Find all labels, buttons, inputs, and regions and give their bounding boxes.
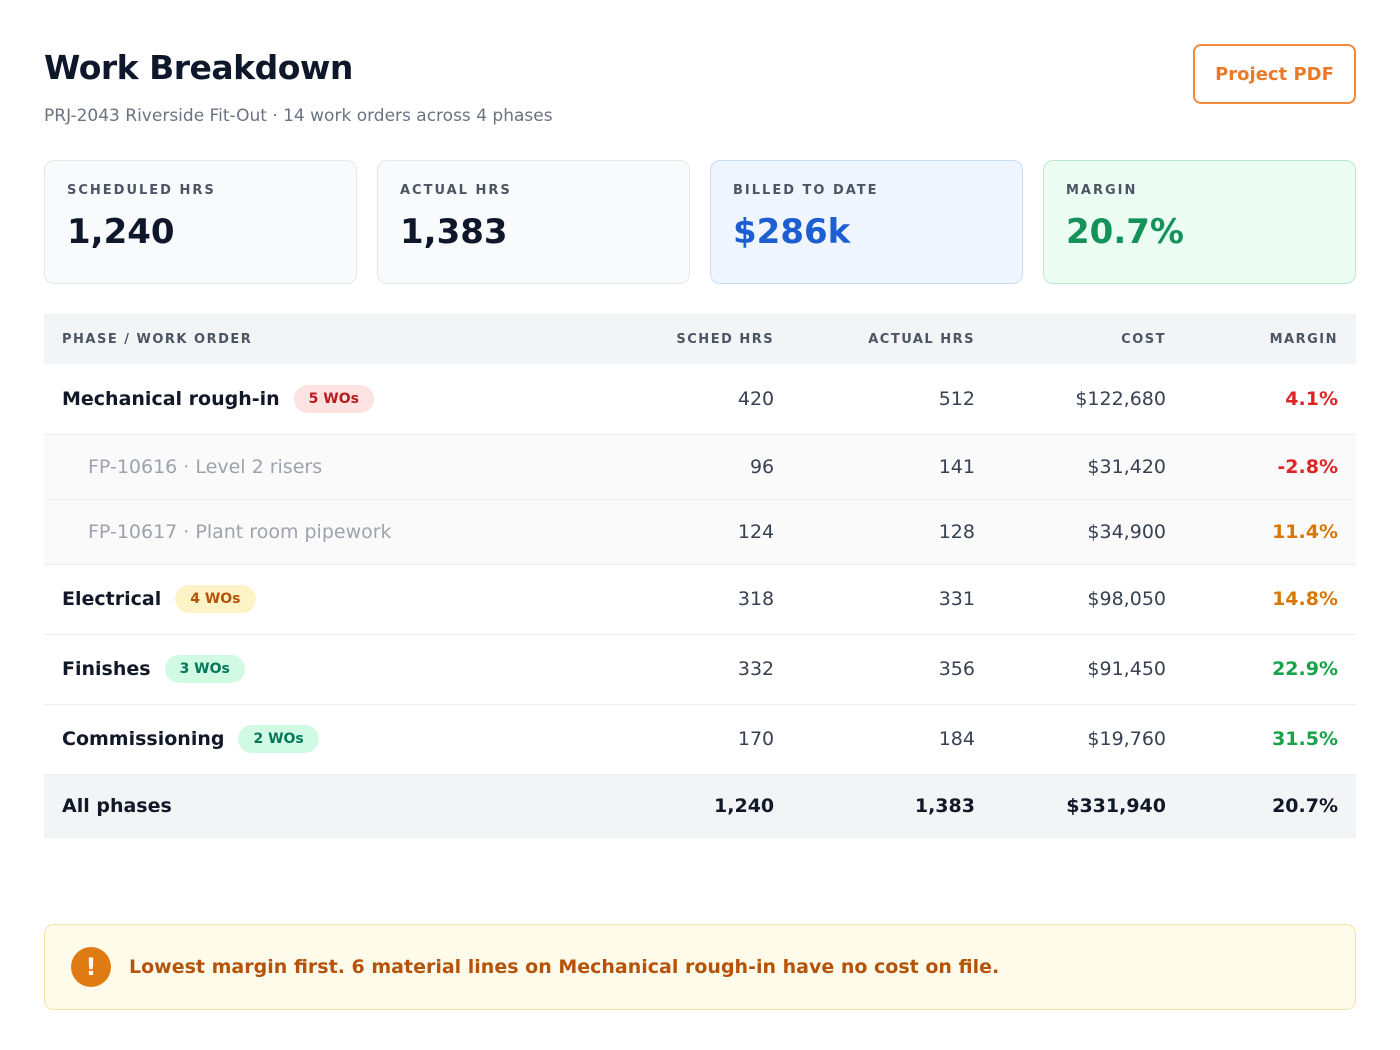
- phase-name: Finishes: [62, 658, 151, 680]
- card-value: 1,240: [67, 212, 175, 252]
- sched-hrs-cell: 170: [604, 704, 793, 775]
- card-label: SCHEDULED HRS: [67, 183, 216, 198]
- cost-cell: $34,900: [992, 499, 1184, 565]
- actual-hrs-cell: 331: [792, 564, 993, 635]
- table-row-work-order[interactable]: FP-10616 · Level 2 risers 96 141 $31,420…: [44, 434, 1356, 500]
- card-label: BILLED TO DATE: [733, 183, 879, 198]
- phase-cell: Electrical 4 WOs: [44, 564, 604, 635]
- column-header-phase[interactable]: PHASE / WORK ORDER: [62, 331, 253, 347]
- card-scheduled-hrs: SCHEDULED HRS 1,240: [44, 160, 357, 284]
- card-margin: MARGIN 20.7%: [1043, 160, 1356, 284]
- cost-cell: $122,680: [992, 364, 1184, 435]
- cost-cell: $98,050: [992, 564, 1184, 635]
- column-header-margin[interactable]: MARGIN: [1269, 331, 1338, 347]
- margin-alert-banner: ! Lowest margin first. 6 material lines …: [44, 924, 1356, 1010]
- margin-cell: 14.8%: [1184, 564, 1356, 635]
- phase-cell: Commissioning 2 WOs: [44, 704, 604, 775]
- wo-count-badge: 4 WOs: [175, 585, 256, 613]
- table-row-work-order[interactable]: FP-10617 · Plant room pipework 124 128 $…: [44, 499, 1356, 565]
- work-breakdown-table: PHASE / WORK ORDER SCHED HRS ACTUAL HRS …: [44, 314, 1356, 838]
- total-label: All phases: [62, 795, 172, 818]
- actual-hrs-cell: 356: [792, 634, 993, 705]
- page-subtitle: PRJ-2043 Riverside Fit-Out · 14 work ord…: [44, 106, 553, 126]
- cost-cell: $19,760: [992, 704, 1184, 775]
- phase-name: Electrical: [62, 588, 162, 610]
- phase-cell: Finishes 3 WOs: [44, 634, 604, 705]
- table-header-row: PHASE / WORK ORDER SCHED HRS ACTUAL HRS …: [44, 314, 1356, 364]
- column-header-sched-hrs[interactable]: SCHED HRS: [676, 331, 775, 347]
- project-pdf-button[interactable]: Project PDF: [1193, 44, 1356, 104]
- page-title: Work Breakdown: [44, 48, 353, 87]
- header: Work Breakdown PRJ-2043 Riverside Fit-Ou…: [44, 44, 1356, 160]
- phase-cell: Mechanical rough-in 5 WOs: [44, 364, 604, 435]
- summary-cards: SCHEDULED HRS 1,240 ACTUAL HRS 1,383 BIL…: [44, 160, 1356, 284]
- total-margin: 20.7%: [1272, 795, 1338, 818]
- card-label: MARGIN: [1066, 183, 1138, 198]
- work-order-name: FP-10617 · Plant room pipework: [44, 499, 604, 565]
- total-sched-hrs: 1,240: [714, 795, 775, 818]
- wo-count-badge: 5 WOs: [293, 384, 374, 413]
- card-billed-to-date: BILLED TO DATE $286k: [710, 160, 1023, 284]
- table-row-phase[interactable]: Commissioning 2 WOs 170 184 $19,760 31.5%: [44, 704, 1356, 775]
- wo-count-badge: 3 WOs: [164, 655, 245, 683]
- warning-icon: !: [71, 947, 111, 987]
- column-header-cost[interactable]: COST: [1121, 331, 1166, 347]
- table-row-total: All phases 1,240 1,383 $331,940 20.7%: [44, 774, 1356, 838]
- cost-cell: $91,450: [992, 634, 1184, 705]
- card-value: 20.7%: [1066, 212, 1184, 252]
- table-row-phase[interactable]: Finishes 3 WOs 332 356 $91,450 22.9%: [44, 634, 1356, 705]
- card-label: ACTUAL HRS: [400, 183, 512, 198]
- sched-hrs-cell: 332: [604, 634, 793, 705]
- actual-hrs-cell: 128: [792, 499, 993, 565]
- sched-hrs-cell: 318: [604, 564, 793, 635]
- sched-hrs-cell: 420: [604, 364, 793, 435]
- sched-hrs-cell: 96: [604, 434, 793, 500]
- margin-cell: 4.1%: [1184, 364, 1356, 435]
- wo-count-badge: 2 WOs: [238, 725, 319, 753]
- actual-hrs-cell: 141: [792, 434, 993, 500]
- margin-cell: 22.9%: [1184, 634, 1356, 705]
- table-row-phase[interactable]: Electrical 4 WOs 318 331 $98,050 14.8%: [44, 564, 1356, 635]
- sched-hrs-cell: 124: [604, 499, 793, 565]
- cost-cell: $31,420: [992, 434, 1184, 500]
- page: Work Breakdown PRJ-2043 Riverside Fit-Ou…: [44, 44, 1356, 838]
- work-order-name: FP-10616 · Level 2 risers: [44, 434, 604, 500]
- actual-hrs-cell: 184: [792, 704, 993, 775]
- card-value: 1,383: [400, 212, 508, 252]
- column-header-actual-hrs[interactable]: ACTUAL HRS: [868, 331, 975, 347]
- total-actual-hrs: 1,383: [914, 795, 975, 818]
- actual-hrs-cell: 512: [792, 364, 993, 435]
- total-cost: $331,940: [1066, 795, 1166, 818]
- margin-cell: -2.8%: [1184, 434, 1356, 500]
- table-row-phase[interactable]: Mechanical rough-in 5 WOs 420 512 $122,68…: [44, 364, 1356, 435]
- margin-cell: 31.5%: [1184, 704, 1356, 775]
- card-value: $286k: [733, 212, 851, 252]
- phase-name: Mechanical rough-in: [62, 387, 280, 410]
- card-actual-hrs: ACTUAL HRS 1,383: [377, 160, 690, 284]
- phase-name: Commissioning: [62, 728, 225, 750]
- alert-message: Lowest margin first. 6 material lines on…: [129, 956, 1000, 978]
- margin-cell: 11.4%: [1184, 499, 1356, 565]
